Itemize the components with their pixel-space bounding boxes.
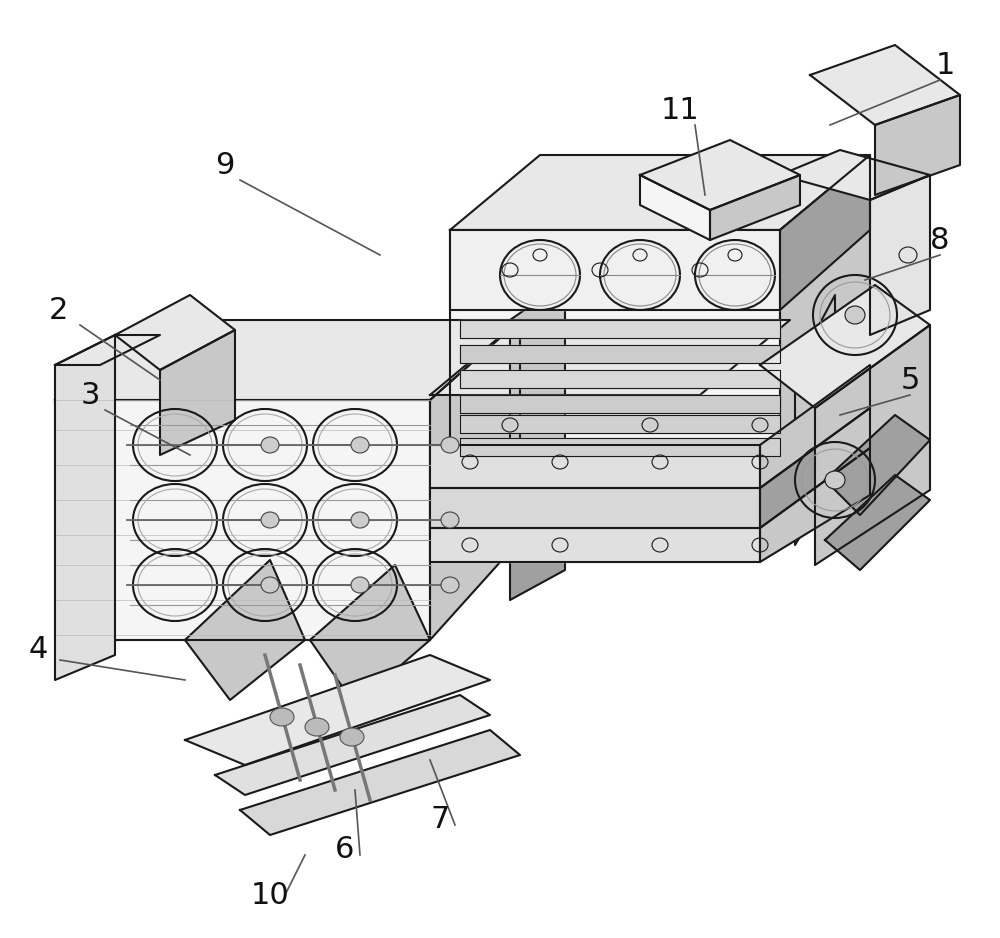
Polygon shape: [55, 335, 115, 680]
Polygon shape: [760, 408, 870, 528]
Polygon shape: [240, 730, 520, 835]
Ellipse shape: [351, 577, 369, 593]
Ellipse shape: [441, 512, 459, 528]
Polygon shape: [430, 320, 520, 640]
Text: 11: 11: [661, 96, 699, 125]
Polygon shape: [845, 295, 880, 545]
Polygon shape: [115, 295, 235, 370]
Ellipse shape: [261, 437, 279, 453]
Polygon shape: [460, 345, 780, 363]
Ellipse shape: [351, 437, 369, 453]
Polygon shape: [55, 400, 430, 640]
Polygon shape: [510, 455, 565, 600]
Polygon shape: [780, 155, 870, 310]
Polygon shape: [460, 395, 780, 413]
Text: 5: 5: [900, 366, 920, 395]
Polygon shape: [430, 528, 760, 562]
Polygon shape: [430, 445, 760, 488]
Polygon shape: [760, 448, 870, 562]
Text: 9: 9: [215, 150, 235, 179]
Polygon shape: [710, 175, 800, 240]
Polygon shape: [760, 285, 930, 408]
Polygon shape: [460, 438, 780, 456]
Polygon shape: [640, 175, 710, 240]
Polygon shape: [310, 565, 430, 705]
Polygon shape: [160, 330, 235, 455]
Text: 2: 2: [48, 295, 68, 325]
Polygon shape: [215, 695, 490, 795]
Polygon shape: [450, 230, 780, 310]
Polygon shape: [450, 155, 870, 230]
Text: 8: 8: [930, 225, 950, 254]
Polygon shape: [55, 320, 520, 400]
Polygon shape: [780, 150, 930, 200]
Ellipse shape: [441, 437, 459, 453]
Polygon shape: [450, 230, 780, 450]
Text: 6: 6: [335, 836, 355, 865]
Polygon shape: [55, 335, 160, 365]
Polygon shape: [460, 370, 780, 388]
Polygon shape: [825, 475, 930, 570]
Polygon shape: [875, 95, 960, 195]
Polygon shape: [760, 365, 870, 488]
Polygon shape: [430, 488, 760, 528]
Ellipse shape: [261, 512, 279, 528]
Polygon shape: [795, 295, 835, 545]
Polygon shape: [430, 320, 790, 395]
Polygon shape: [460, 320, 780, 338]
Polygon shape: [815, 325, 930, 565]
Polygon shape: [185, 560, 305, 700]
Text: 3: 3: [80, 381, 100, 410]
Polygon shape: [510, 282, 565, 490]
Polygon shape: [780, 155, 870, 450]
Text: 1: 1: [935, 51, 955, 80]
Ellipse shape: [261, 577, 279, 593]
Ellipse shape: [351, 512, 369, 528]
Text: 7: 7: [430, 806, 450, 835]
Ellipse shape: [340, 728, 364, 746]
Text: 4: 4: [28, 636, 48, 664]
Text: 10: 10: [251, 881, 289, 910]
Ellipse shape: [825, 471, 845, 489]
Polygon shape: [825, 415, 930, 515]
Polygon shape: [640, 140, 800, 210]
Ellipse shape: [845, 306, 865, 324]
Polygon shape: [810, 45, 960, 125]
Polygon shape: [185, 655, 490, 765]
Polygon shape: [460, 415, 780, 433]
Ellipse shape: [270, 708, 294, 726]
Polygon shape: [870, 175, 930, 335]
Ellipse shape: [441, 577, 459, 593]
Ellipse shape: [305, 718, 329, 736]
